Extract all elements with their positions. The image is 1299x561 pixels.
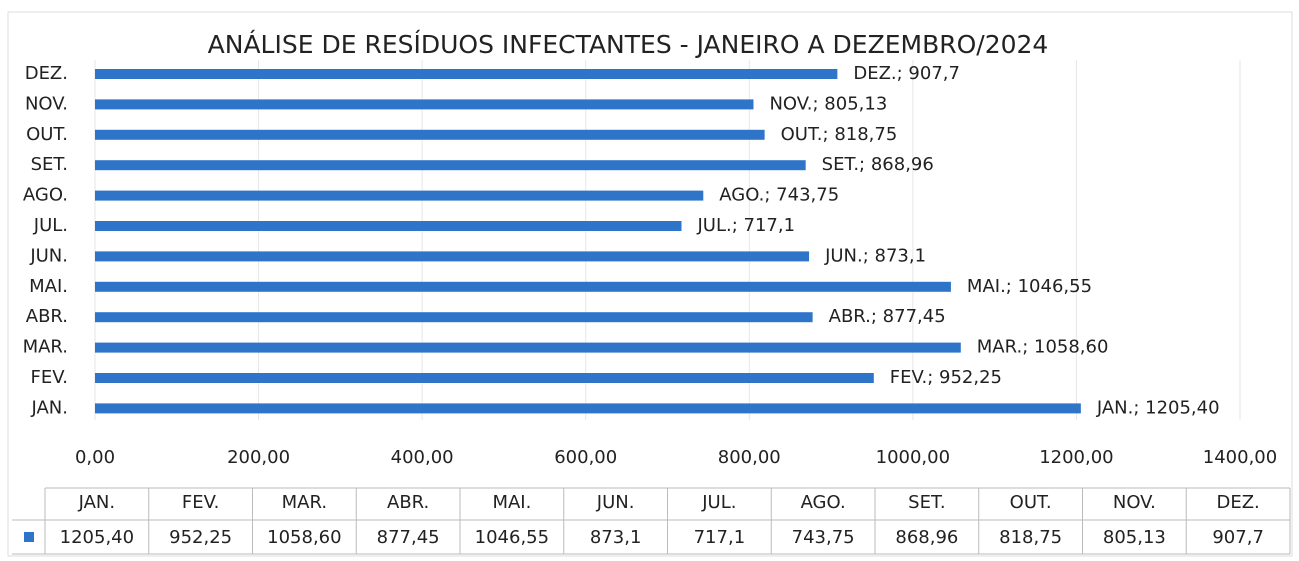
- x-tick-label: 0,00: [75, 447, 115, 468]
- table-value: 1058,60: [267, 527, 341, 548]
- table-header: MAR.: [282, 492, 327, 513]
- x-tick-label: 1200,00: [1039, 447, 1113, 468]
- chart-title: ANÁLISE DE RESÍDUOS INFECTANTES - JANEIR…: [208, 30, 1049, 59]
- x-tick-label: 800,00: [718, 447, 781, 468]
- table-header: MAI.: [492, 492, 531, 513]
- y-tick-label: FEV.: [31, 367, 68, 388]
- bar: [95, 160, 806, 171]
- data-label: JAN.; 1205,40: [1096, 397, 1220, 418]
- table-header: AGO.: [801, 492, 846, 513]
- data-label: DEZ.; 907,7: [853, 63, 960, 84]
- y-tick-label: JUN.: [29, 245, 68, 266]
- table-value: 907,7: [1212, 527, 1264, 548]
- y-tick-label: NOV.: [25, 93, 68, 114]
- table-header: JUN.: [596, 492, 635, 513]
- x-tick-label: 1400,00: [1203, 447, 1277, 468]
- table-value: 868,96: [895, 527, 958, 548]
- y-tick-label: DEZ.: [25, 63, 68, 84]
- bar: [95, 373, 874, 383]
- table-header: DEZ.: [1216, 492, 1259, 513]
- table-value: 1205,40: [60, 527, 134, 548]
- data-label: ABR.; 877,45: [829, 306, 946, 327]
- table-value: 743,75: [792, 527, 855, 548]
- table-value: 818,75: [999, 527, 1062, 548]
- table-header: SET.: [908, 492, 945, 513]
- table-header: OUT.: [1010, 492, 1052, 513]
- bar: [95, 69, 838, 79]
- bar: [95, 190, 704, 201]
- table-header: JUL.: [701, 492, 736, 513]
- table-value: 873,1: [590, 527, 642, 548]
- data-label: OUT.; 818,75: [781, 124, 898, 145]
- table-header: ABR.: [387, 492, 429, 513]
- table-header: JAN.: [78, 492, 116, 513]
- y-tick-label: SET.: [31, 154, 68, 175]
- table-value: 805,13: [1103, 527, 1166, 548]
- x-tick-label: 1000,00: [876, 447, 950, 468]
- data-label: MAI.; 1046,55: [967, 276, 1092, 297]
- bar: [95, 312, 813, 323]
- y-tick-label: ABR.: [26, 306, 68, 327]
- x-tick-label: 200,00: [227, 447, 290, 468]
- bar: [95, 129, 765, 140]
- y-tick-label: JAN.: [31, 397, 69, 418]
- y-tick-label: MAR.: [23, 337, 68, 358]
- bar: [95, 281, 951, 292]
- bar: [95, 342, 961, 353]
- data-label: SET.; 868,96: [822, 154, 934, 175]
- data-label: MAR.; 1058,60: [977, 337, 1109, 358]
- bar: [95, 251, 810, 262]
- y-tick-label: MAI.: [29, 276, 68, 297]
- x-tick-label: 600,00: [554, 447, 617, 468]
- data-label: JUN.; 873,1: [824, 245, 926, 266]
- x-tick-label: 400,00: [391, 447, 454, 468]
- legend-key: [24, 532, 34, 542]
- data-label: FEV.; 952,25: [890, 367, 1002, 388]
- table-value: 1046,55: [475, 527, 549, 548]
- chart-frame: [7, 11, 1293, 557]
- bar: [95, 221, 682, 231]
- table-value: 717,1: [694, 527, 746, 548]
- data-label: NOV.; 805,13: [769, 93, 887, 114]
- data-label: AGO.; 743,75: [719, 185, 839, 206]
- data-label: JUL.; 717,1: [696, 215, 795, 236]
- table-value: 877,45: [377, 527, 440, 548]
- bar: [95, 99, 754, 110]
- bar: [95, 403, 1081, 414]
- y-tick-label: JUL.: [33, 215, 68, 236]
- table-header: NOV.: [1113, 492, 1156, 513]
- table-value: 952,25: [169, 527, 232, 548]
- y-tick-label: OUT.: [26, 124, 68, 145]
- table-header: FEV.: [182, 492, 219, 513]
- y-tick-label: AGO.: [23, 185, 68, 206]
